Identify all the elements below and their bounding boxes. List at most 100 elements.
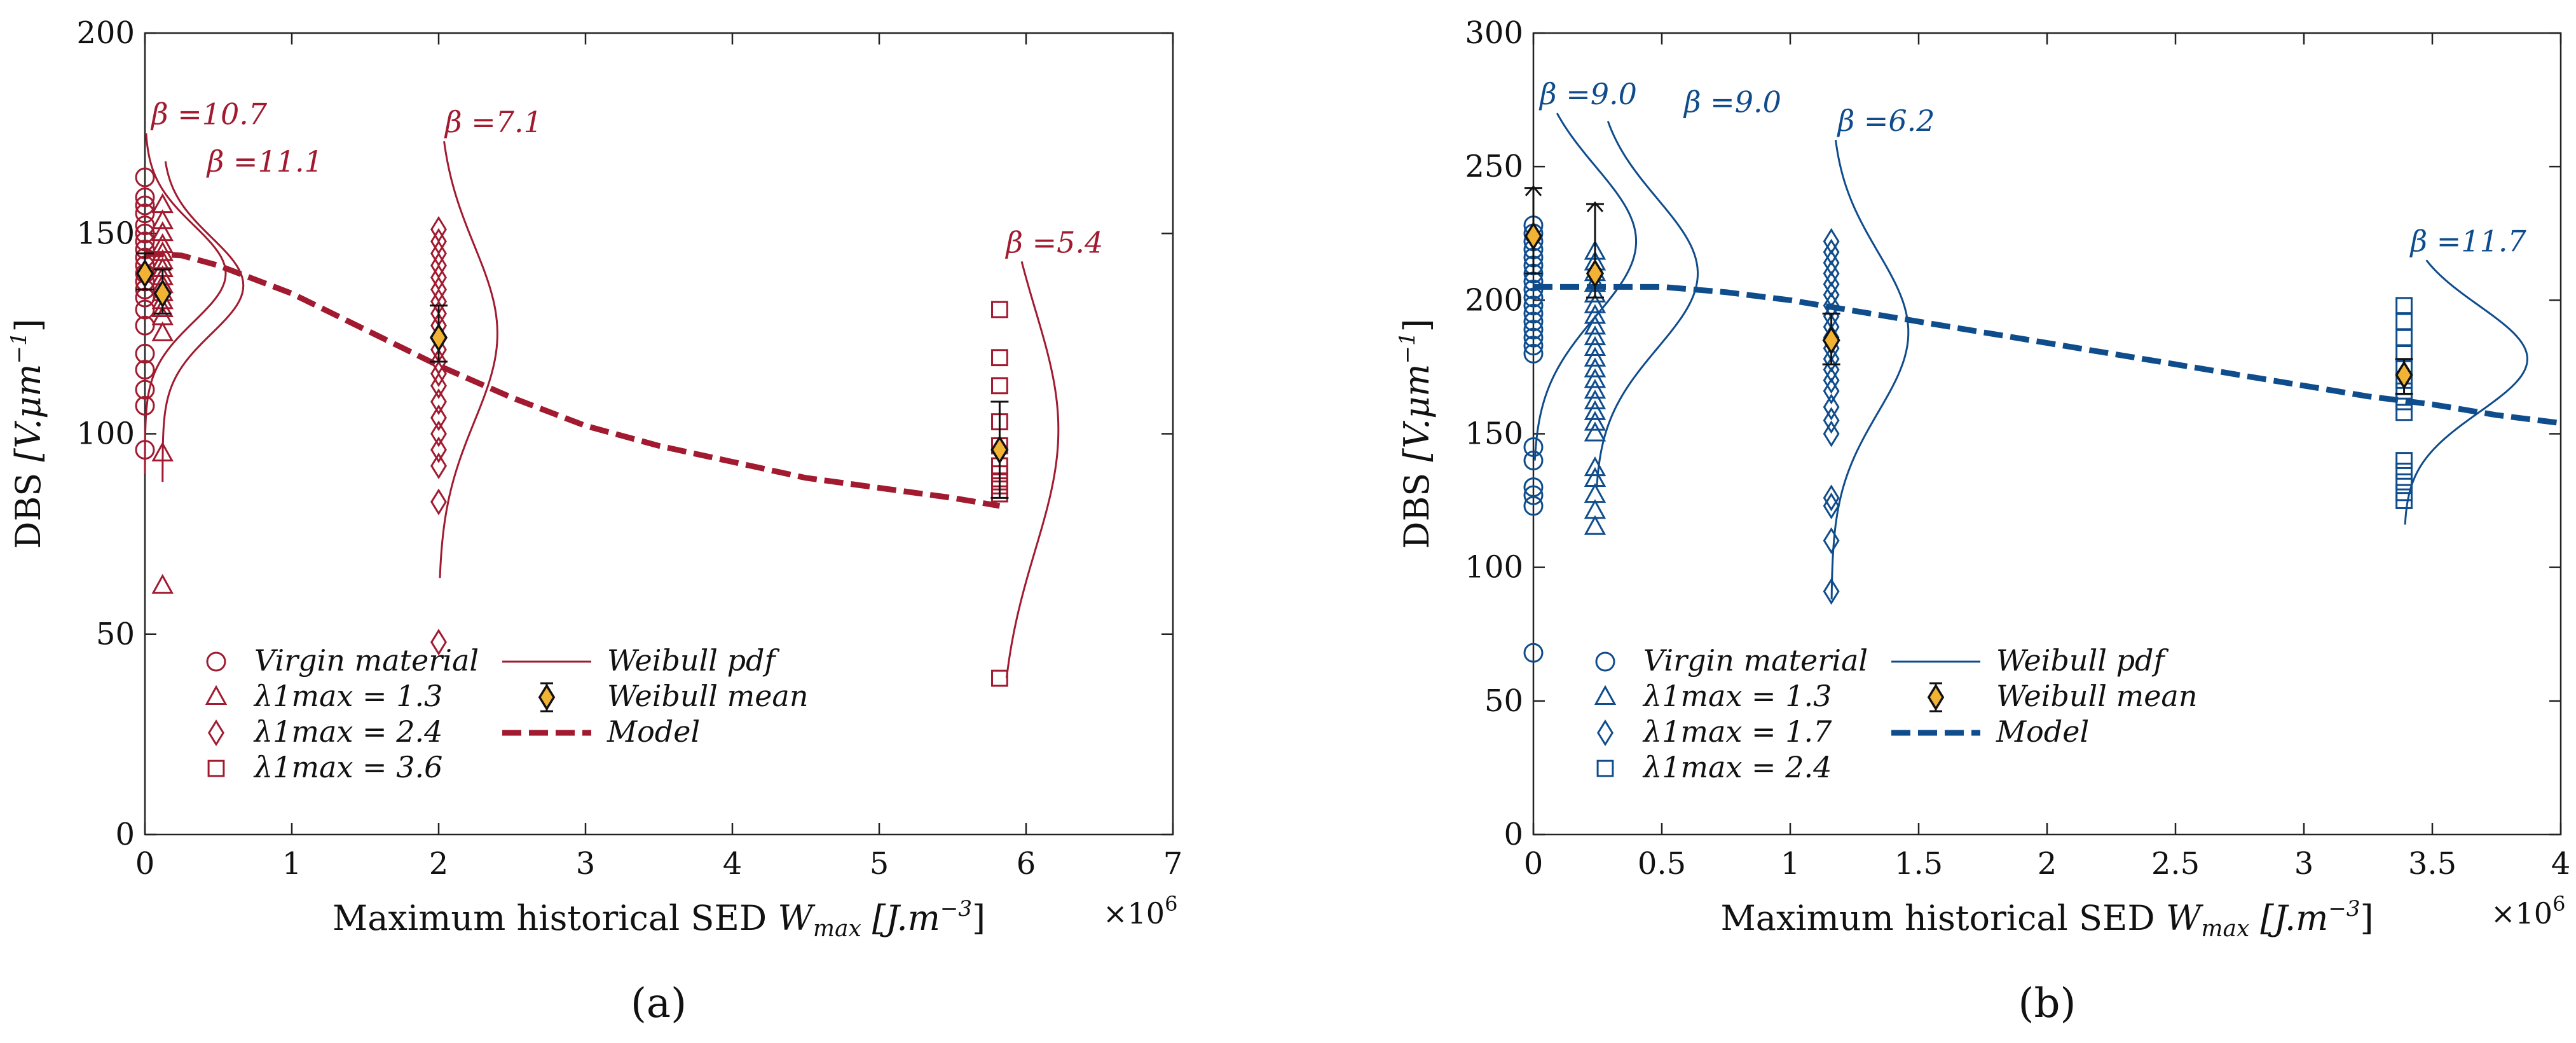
diamond-point: [1823, 393, 1840, 421]
triangle-point: [1584, 346, 1607, 367]
legend-label: Weibull pdf: [1996, 643, 2168, 678]
diamond-point: [1823, 484, 1840, 512]
x-axis-multiplier: ×106: [1103, 892, 1177, 931]
diamond-point: [430, 452, 447, 480]
diamond-point: [430, 436, 447, 463]
legend-label: Weibull mean: [1996, 679, 2197, 713]
diamond-point: [1823, 492, 1840, 520]
circle-point: [135, 203, 155, 224]
panel-label: (b): [2018, 980, 2076, 1027]
mean-diamond: [135, 259, 154, 289]
mean-diamond: [2395, 360, 2413, 390]
diamond-point: [430, 372, 447, 399]
triangle-point: [1584, 325, 1607, 346]
triangle-point: [1584, 336, 1607, 356]
chart-panel-a: 0 1 2 3 4 5 6 7 0 50 100 150 200 Maximum historical S…: [6, 15, 1182, 1027]
mean-diamond: [1822, 325, 1840, 355]
legend-marker: [208, 719, 224, 747]
triangle-point: [151, 321, 174, 341]
circle-point: [1523, 485, 1544, 505]
x-axis-label: Maximum historical SED Wmax [J.m−3]: [332, 896, 985, 942]
diamond-point: [430, 420, 447, 447]
triangle-point: [151, 209, 174, 229]
triangle-point: [151, 573, 174, 594]
diamond-point: [1823, 367, 1840, 394]
y-tick-label: 50: [96, 617, 135, 652]
square-point: [2395, 462, 2413, 480]
x-tick-label: 2: [429, 846, 449, 882]
triangle-point: [1584, 357, 1607, 378]
weibull-pdf-curve: [1005, 261, 1060, 679]
legend-label: Model: [606, 714, 700, 749]
weibull-mean-point: [153, 268, 172, 315]
circle-point: [135, 299, 155, 320]
triangle-point: [1584, 400, 1607, 420]
square-point: [2395, 452, 2413, 469]
triangle-point: [1584, 421, 1607, 442]
y-axis-label: DBS [V.μm−1]: [6, 318, 48, 549]
diamond-point: [1823, 407, 1840, 434]
legend-label: Weibull pdf: [607, 643, 779, 678]
y-tick-label: 150: [1465, 416, 1523, 452]
triangle-point: [1584, 282, 1607, 303]
diamond-point: [1823, 420, 1840, 447]
weibull-mean-point: [429, 304, 448, 363]
circle-point: [135, 315, 155, 336]
circle-point: [1523, 343, 1544, 364]
weibull-mean-point: [1586, 201, 1605, 299]
square-point: [991, 377, 1008, 395]
circle-point: [135, 360, 155, 380]
triangle-point: [1584, 304, 1607, 324]
x-tick-label: 3: [576, 846, 596, 882]
triangle-point: [1584, 379, 1607, 399]
legend-mean-diamond: [538, 683, 556, 711]
diamond-point: [430, 404, 447, 432]
weibull-mean-point: [1822, 312, 1840, 365]
model-curve: [1533, 283, 2561, 426]
x-tick-label: 0: [1524, 846, 1544, 882]
circle-point: [135, 167, 155, 187]
legend-marker: [205, 685, 228, 705]
x-tick-label: 1: [1781, 846, 1800, 882]
circle-point: [1523, 303, 1544, 324]
beta-label: β =7.1: [444, 105, 542, 139]
circle-point: [135, 187, 155, 208]
x-tick-label: 5: [870, 846, 889, 882]
circle-point: [1523, 311, 1544, 332]
weibull-pdf-curve: [1830, 139, 1910, 600]
diamond-point: [430, 388, 447, 416]
circle-point: [135, 343, 155, 364]
triangle-point: [1584, 293, 1607, 313]
legend-label: Virgin material: [254, 643, 479, 678]
circle-point: [1523, 437, 1544, 458]
weibull-mean-point: [2395, 358, 2413, 395]
legend-label: Weibull mean: [607, 679, 808, 713]
x-tick-label: 1: [282, 846, 302, 882]
x-axis-label: Maximum historical SED Wmax [J.m−3]: [1720, 896, 2373, 942]
beta-label: β =9.0: [1538, 77, 1637, 111]
legend-marker: [1597, 719, 1613, 747]
square-point: [991, 301, 1008, 318]
triangle-point: [1584, 389, 1607, 410]
error-arrow: [1586, 201, 1604, 212]
square-point: [2395, 473, 2413, 491]
legend-label: λ1max = 3.6: [253, 750, 442, 784]
legend-label: λ1max = 1.3: [253, 679, 442, 713]
weibull-pdf-curve: [439, 141, 498, 578]
y-tick-label: 200: [1465, 282, 1523, 318]
mean-diamond: [990, 435, 1009, 465]
beta-label: β =6.2: [1837, 104, 1935, 138]
square-point: [991, 349, 1008, 367]
y-tick-label: 0: [115, 817, 135, 852]
x-tick-label: 3: [2294, 846, 2314, 882]
legend-mean-diamond: [1927, 683, 1945, 711]
legend-label: Virgin material: [1643, 643, 1868, 678]
y-tick-label: 100: [1465, 550, 1523, 585]
weibull-pdf-curve: [1596, 121, 1699, 487]
y-tick-label: 300: [1465, 15, 1523, 51]
x-tick-label: 2: [2038, 846, 2057, 882]
x-tick-label: 2.5: [2151, 846, 2200, 882]
y-tick-label: 150: [76, 215, 135, 251]
